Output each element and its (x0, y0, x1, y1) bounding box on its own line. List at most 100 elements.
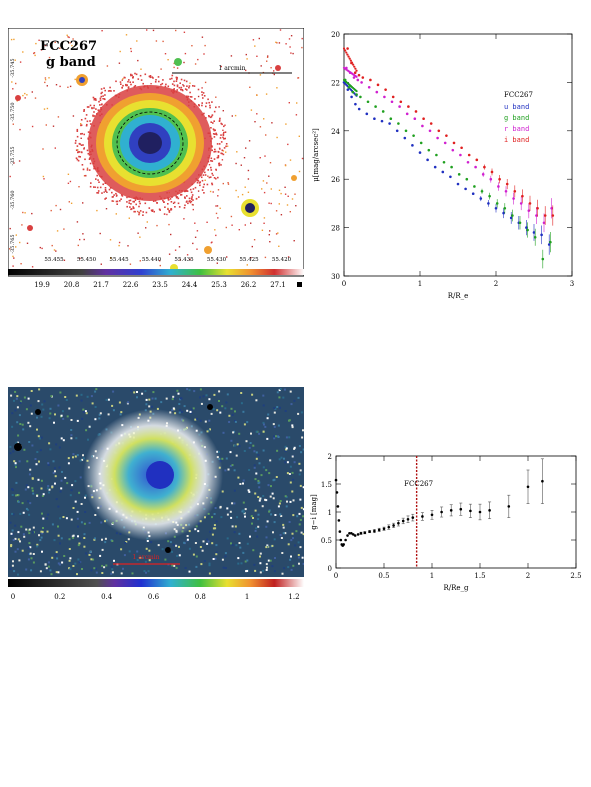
color-noise-speck (226, 507, 229, 510)
color-noise-speck (77, 544, 80, 547)
color-noise-speck (34, 458, 37, 460)
noise-speck (291, 198, 294, 200)
noise-speck (162, 40, 164, 43)
halo-speck (158, 208, 161, 211)
data-point (403, 136, 407, 140)
halo-speck (95, 99, 97, 101)
data-point (412, 134, 415, 137)
halo-speck (223, 147, 226, 149)
data-point (527, 209, 531, 212)
halo-speck (121, 195, 124, 197)
color-noise-speck (16, 441, 19, 444)
noise-speck (55, 204, 57, 207)
halo-speck (218, 162, 221, 165)
color-noise-speck (68, 567, 71, 570)
halo-speck (211, 182, 213, 185)
halo-speck (102, 95, 104, 97)
noise-speck (289, 46, 291, 48)
halo-speck (98, 181, 100, 183)
halo-speck (104, 94, 106, 96)
color-profile-chart: 0 0.5 1 1.5 2 0 0.5 1 1.5 2 2.5 R/Re_g g−i [mag] FCC2… (306, 446, 586, 596)
halo-speck (93, 186, 95, 188)
halo-speck (99, 97, 102, 100)
noise-speck (63, 228, 65, 230)
data-point (542, 221, 546, 225)
color-noise-speck (281, 572, 284, 575)
color-noise-speck (136, 391, 138, 393)
data-point (421, 515, 424, 518)
data-point (512, 197, 515, 200)
noise-speck (52, 125, 55, 127)
color-noise-speck (147, 570, 150, 573)
noise-speck (100, 263, 102, 265)
halo-speck (86, 106, 89, 108)
color-noise-speck (225, 401, 228, 404)
data-point-inner (346, 53, 349, 56)
color-noise-speck (266, 566, 268, 569)
halo-speck (198, 182, 201, 184)
noise-speck (194, 63, 197, 65)
halo-speck (132, 200, 134, 203)
noise-speck (13, 257, 15, 259)
color-noise-speck (262, 466, 265, 469)
x-tick-label: 2.5 (570, 572, 581, 580)
halo-speck (215, 177, 217, 180)
color-noise-speck (226, 537, 229, 540)
color-noise-speck (70, 518, 73, 521)
color-noise-speck (41, 512, 43, 515)
halo-speck (93, 167, 95, 170)
color-noise-speck (110, 565, 113, 568)
noise-speck (13, 38, 15, 41)
noise-speck (247, 191, 250, 193)
noise-speck (109, 239, 112, 241)
color-noise-speck (84, 494, 87, 497)
color-noise-speck (231, 544, 234, 547)
ra-tick-label: 55.445 (109, 257, 129, 263)
color-noise-speck (85, 429, 88, 432)
y-tick-label: 26 (331, 176, 340, 184)
noise-speck (263, 118, 265, 120)
color-map-colorbar (8, 579, 304, 587)
color-noise-speck (36, 451, 39, 453)
color-noise-speck (274, 408, 277, 410)
color-noise-speck (104, 541, 107, 544)
halo-speck (211, 101, 213, 103)
color-noise-speck (95, 571, 98, 574)
color-noise-speck (253, 450, 256, 453)
color-noise-speck (38, 437, 41, 440)
color-noise-speck (18, 414, 21, 417)
halo-speck (201, 179, 204, 182)
noise-speck (128, 217, 130, 219)
color-noise-speck (57, 562, 60, 565)
halo-speck (210, 116, 212, 119)
noise-speck (210, 242, 213, 244)
data-point (369, 78, 372, 82)
halo-speck (213, 110, 216, 113)
noise-speck (278, 42, 281, 44)
color-noise-speck (85, 552, 88, 555)
halo-speck (205, 102, 208, 104)
color-noise-speck (256, 535, 259, 538)
noise-speck (155, 40, 158, 42)
noise-speck (40, 49, 43, 51)
halo-speck (135, 73, 138, 76)
color-noise-speck (179, 398, 182, 401)
halo-speck (77, 159, 80, 162)
halo-speck (211, 137, 213, 140)
halo-speck (127, 86, 130, 88)
color-noise-speck (249, 442, 252, 444)
data-point-inner (342, 47, 346, 50)
halo-speck (142, 82, 144, 85)
halo-speck (211, 183, 214, 186)
color-noise-speck (249, 535, 251, 538)
color-noise-speck (167, 540, 170, 543)
color-noise-speck (55, 571, 58, 574)
color-noise-speck (19, 401, 22, 404)
data-point (483, 165, 486, 169)
noise-speck (179, 259, 181, 261)
noise-speck (269, 230, 271, 232)
color-noise-speck (211, 542, 214, 545)
halo-speck (116, 194, 118, 197)
halo-speck (86, 149, 89, 152)
color-noise-speck (291, 426, 294, 429)
